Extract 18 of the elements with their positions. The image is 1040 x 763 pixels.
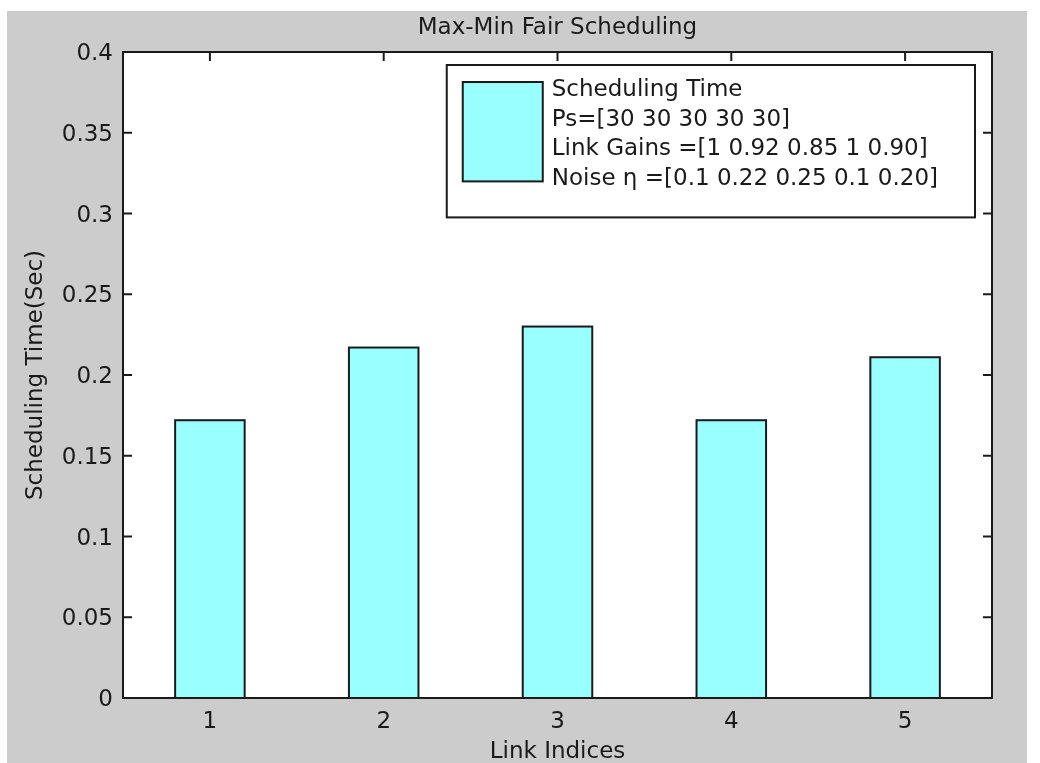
legend-label: Scheduling Time Ps=[30 30 30 30 30] Link Gains =[1 0.92 0.85 1 0.90] Noise η =[0.1 0.22 0.25 0.1 0.20] <box>551 75 938 190</box>
x-tick-label: 2 <box>376 707 392 733</box>
y-tick-label: 0.25 <box>61 281 113 308</box>
y-tick-label: 0 <box>98 685 113 711</box>
x-tick-label: 3 <box>550 707 565 733</box>
y-tick-label: 0.4 <box>76 39 113 65</box>
y-axis-title: Scheduling Time(Sec) <box>21 249 47 501</box>
y-tick-label: 0.1 <box>76 523 113 550</box>
y-tick-label: 0.05 <box>61 604 113 631</box>
x-axis-title: Link Indices <box>489 737 626 763</box>
x-tick-label: 5 <box>897 707 913 733</box>
y-tick-label: 0.35 <box>61 119 113 146</box>
x-tick-label: 1 <box>202 707 218 733</box>
x-tick-label: 4 <box>723 707 739 733</box>
y-tick-label: 0.15 <box>61 442 113 469</box>
y-tick-label: 0.2 <box>76 362 113 388</box>
chart-title: Max-Min Fair Scheduling <box>417 13 698 39</box>
y-tick-label: 0.3 <box>76 200 113 227</box>
